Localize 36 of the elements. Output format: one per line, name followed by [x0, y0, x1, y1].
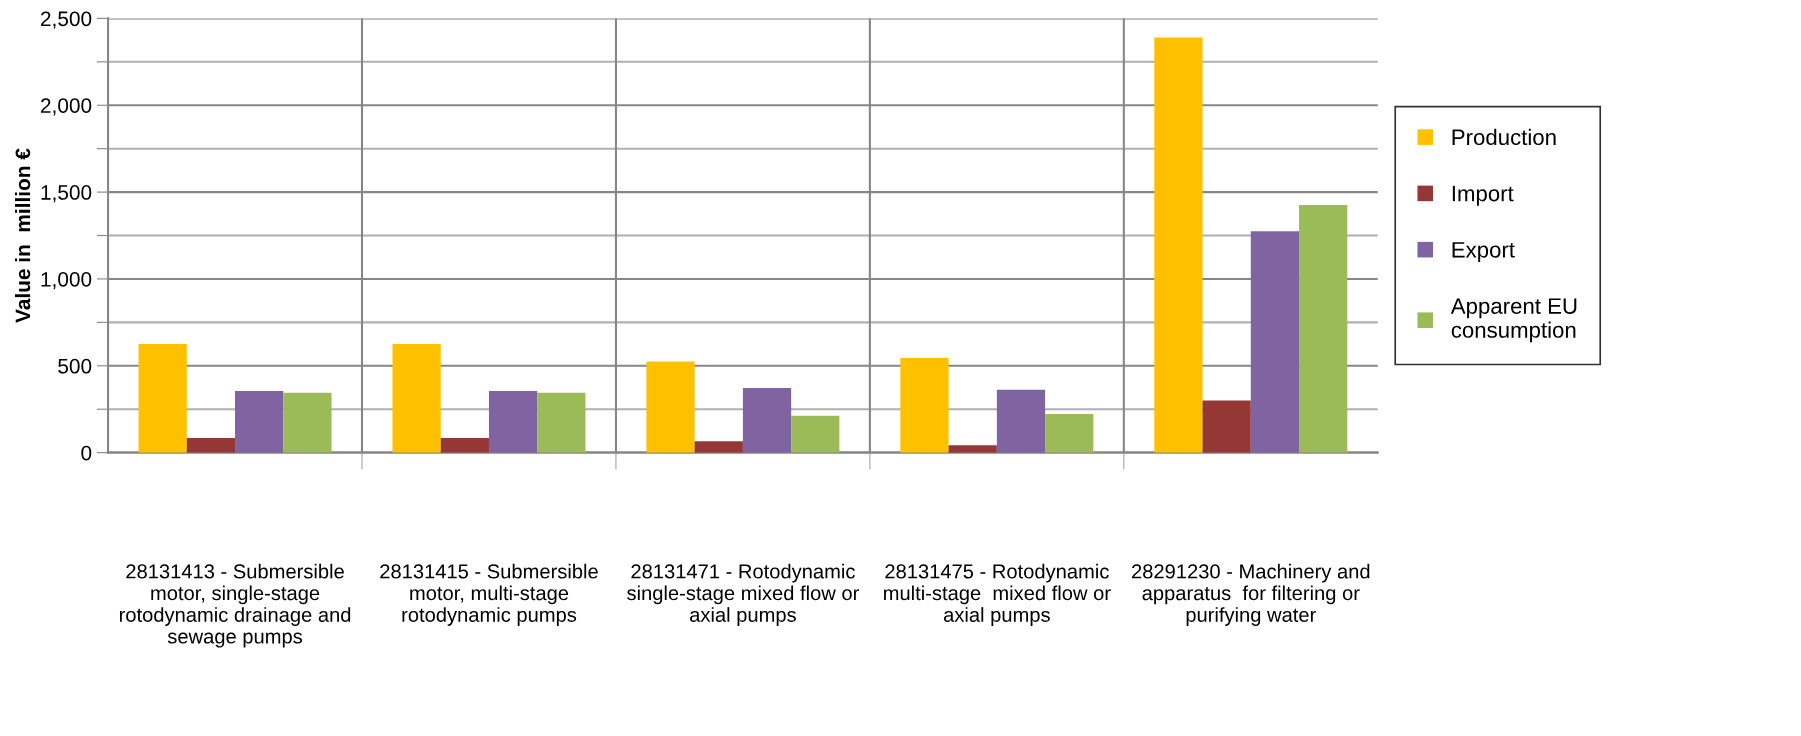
bar: [537, 392, 586, 453]
x-tick-label: 28291230 - Machinery and apparatus for filtering or purifying water: [1132, 563, 1370, 626]
x-tick-label: 28131415 - Submersible motor, multi-stage rotodynamic pumps: [380, 563, 598, 626]
y-tick-label: 2,500: [41, 11, 92, 29]
legend-label: Production: [1452, 128, 1556, 146]
bar: [1154, 37, 1203, 453]
bar: [283, 392, 332, 453]
bar: [1299, 205, 1348, 453]
bar: [488, 390, 538, 453]
bar: [791, 415, 840, 453]
x-tick-label: 28131475 - Rotodynamic multi-stage mixed flow or axial pumps: [884, 563, 1111, 626]
bar: [1045, 414, 1094, 453]
legend-label: Import: [1452, 185, 1514, 206]
y-tick-label: 2,000: [41, 98, 92, 116]
legend-label: Export: [1452, 242, 1515, 263]
bar: [392, 344, 441, 453]
bar: [948, 445, 997, 453]
bar: [742, 388, 792, 453]
legend-label: Apparent EU consumption: [1450, 298, 1577, 343]
y-tick-label: 500: [58, 358, 92, 374]
bar: [1202, 400, 1251, 453]
bar: [900, 357, 949, 453]
x-tick-label: 28131413 - Submersible motor, single-stage rotodynamic drainage and sewage pumps: [119, 563, 351, 648]
y-tick-label: 1,500: [41, 185, 92, 203]
y-tick-label: 1,000: [41, 271, 92, 290]
y-axis-title: Value in million €: [14, 148, 31, 323]
bar: [1250, 231, 1300, 453]
bar: [996, 389, 1046, 453]
bar: [235, 390, 284, 453]
bar: [440, 437, 489, 453]
x-tick-label: 28131471 - Rotodynamic single-stage mixed flow or axial pumps: [627, 563, 859, 626]
y-tick-label: 0: [81, 445, 92, 461]
bar: [186, 437, 236, 453]
bar: [694, 441, 743, 453]
bar: [646, 361, 695, 453]
bar: [138, 344, 187, 453]
